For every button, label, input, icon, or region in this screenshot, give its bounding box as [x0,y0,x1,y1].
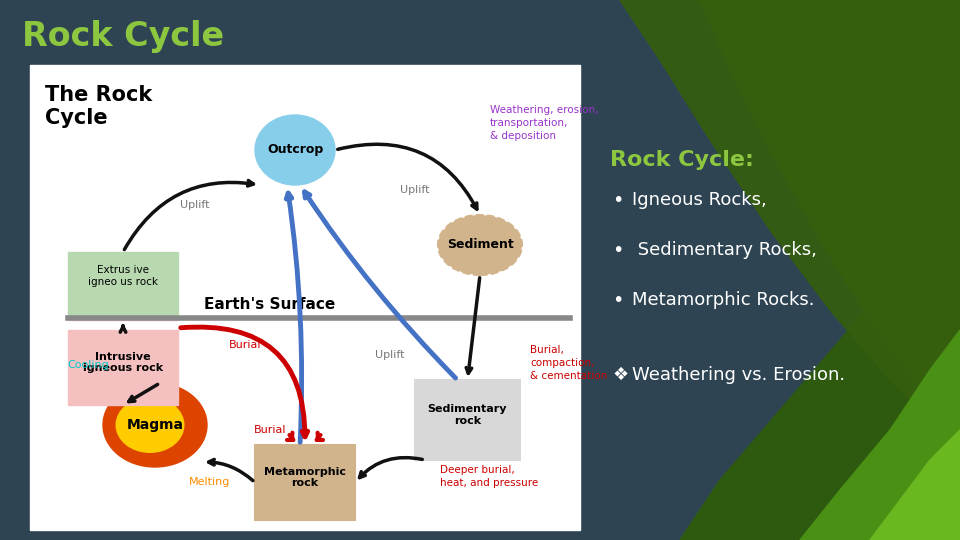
Text: ❖: ❖ [612,366,628,384]
Polygon shape [700,0,960,440]
Text: Magma: Magma [127,418,183,432]
Text: •: • [612,291,623,309]
Text: Outcrop: Outcrop [267,144,324,157]
Ellipse shape [103,383,207,467]
Text: Uplift: Uplift [400,185,430,195]
Text: Burial,
compaction,
& cementation: Burial, compaction, & cementation [530,345,608,381]
Text: Weathering, erosion,
transportation,
& deposition: Weathering, erosion, transportation, & d… [490,105,598,141]
Bar [30,65,580,530]
Ellipse shape [116,397,183,453]
Text: Metamorphic Rocks.: Metamorphic Rocks. [632,291,814,309]
Bar [68,318,178,320]
Polygon shape [800,330,960,540]
Text: Uplift: Uplift [375,350,405,360]
Text: Burial: Burial [253,425,286,435]
Text: Deeper burial,
heat, and pressure: Deeper burial, heat, and pressure [440,465,539,488]
Ellipse shape [438,215,522,275]
Text: Extrus ive
igneo us rock: Extrus ive igneo us rock [88,265,158,287]
Polygon shape [870,430,960,540]
Text: Sedimentary Rocks,: Sedimentary Rocks, [632,241,817,259]
Bar [68,252,178,318]
Ellipse shape [255,115,335,185]
Text: Rock Cycle: Rock Cycle [22,20,224,53]
Bar [415,380,520,460]
Text: •: • [612,191,623,210]
Text: Igneous Rocks,: Igneous Rocks, [632,191,767,209]
Bar [255,445,355,520]
Text: Burial: Burial [228,340,261,350]
Text: Melting: Melting [189,477,230,487]
Text: Metamorphic
rock: Metamorphic rock [264,467,346,488]
Text: Rock Cycle:: Rock Cycle: [610,150,754,170]
Text: Sedimentary
rock: Sedimentary rock [428,404,507,426]
Text: Cooling: Cooling [67,360,108,370]
Text: •: • [612,240,623,260]
Polygon shape [620,0,960,450]
Text: The Rock
Cycle: The Rock Cycle [45,85,153,128]
Text: Weathering vs. Erosion.: Weathering vs. Erosion. [632,366,845,384]
Text: Uplift: Uplift [180,200,209,210]
Text: Earth's Surface: Earth's Surface [204,297,336,312]
Text: Sediment: Sediment [446,239,514,252]
Polygon shape [680,160,960,540]
Bar [68,330,178,405]
Text: Intrusive
igneous rock: Intrusive igneous rock [83,352,163,373]
